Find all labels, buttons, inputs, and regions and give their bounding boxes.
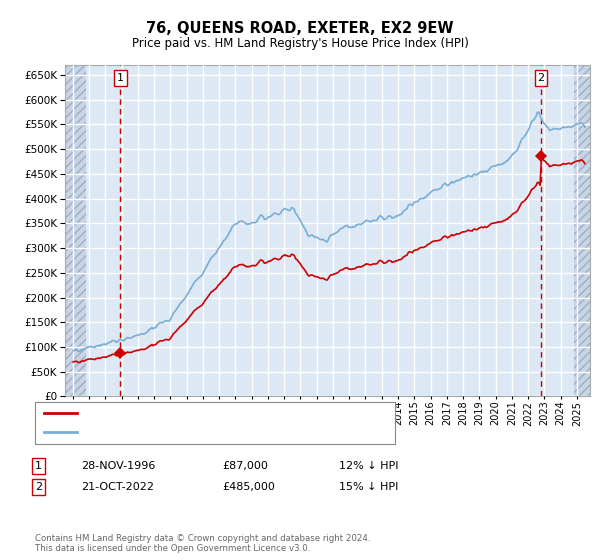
Text: Price paid vs. HM Land Registry's House Price Index (HPI): Price paid vs. HM Land Registry's House … [131, 37, 469, 50]
Text: 1: 1 [117, 73, 124, 83]
Text: 2: 2 [538, 73, 545, 83]
Text: 1: 1 [35, 461, 42, 471]
Text: Contains HM Land Registry data © Crown copyright and database right 2024.
This d: Contains HM Land Registry data © Crown c… [35, 534, 370, 553]
Text: 2: 2 [35, 482, 42, 492]
Text: 12% ↓ HPI: 12% ↓ HPI [339, 461, 398, 471]
Text: 21-OCT-2022: 21-OCT-2022 [81, 482, 154, 492]
Bar [574, 65, 590, 396]
Text: HPI: Average price, detached house, Exeter: HPI: Average price, detached house, Exet… [83, 427, 309, 437]
Text: 76, QUEENS ROAD, EXETER, EX2 9EW: 76, QUEENS ROAD, EXETER, EX2 9EW [146, 21, 454, 36]
Bar [65, 65, 86, 396]
Text: 28-NOV-1996: 28-NOV-1996 [81, 461, 155, 471]
Text: £87,000: £87,000 [222, 461, 268, 471]
Text: 76, QUEENS ROAD, EXETER, EX2 9EW (detached house): 76, QUEENS ROAD, EXETER, EX2 9EW (detach… [83, 408, 374, 418]
Text: £485,000: £485,000 [222, 482, 275, 492]
Text: 15% ↓ HPI: 15% ↓ HPI [339, 482, 398, 492]
